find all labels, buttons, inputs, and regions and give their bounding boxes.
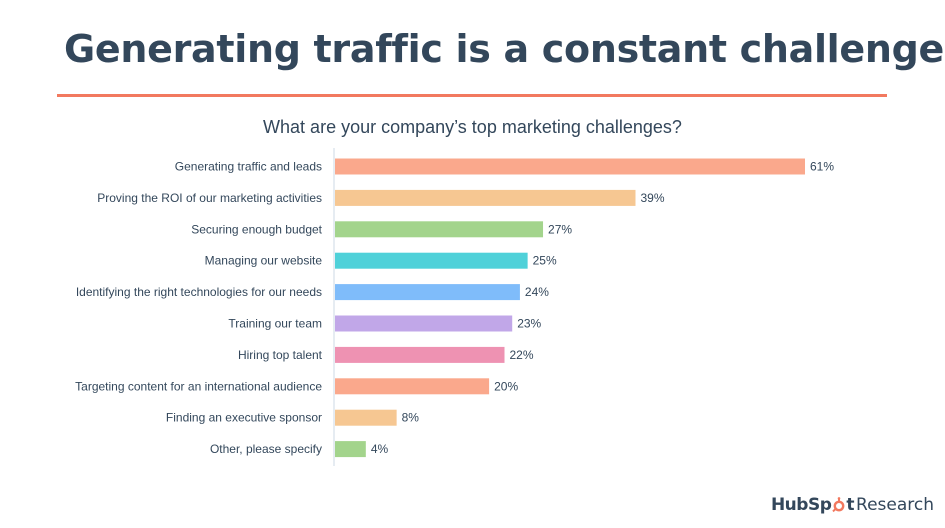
category-label: Finding an executive sponsor bbox=[166, 411, 322, 425]
brand-suffix: Research bbox=[856, 495, 934, 515]
bar bbox=[335, 284, 520, 301]
bar bbox=[335, 378, 490, 395]
data-label: 20% bbox=[494, 379, 518, 393]
bar bbox=[335, 441, 366, 458]
data-label: 39% bbox=[640, 191, 664, 205]
chart-title: What are your company’s top marketing ch… bbox=[263, 117, 682, 137]
data-label: 61% bbox=[810, 160, 834, 174]
hubspot-research-logo: HubSp t Research bbox=[771, 494, 934, 516]
category-label: Generating traffic and leads bbox=[175, 160, 322, 174]
data-label: 27% bbox=[548, 222, 572, 236]
data-label: 23% bbox=[517, 317, 541, 331]
brand-name-part: HubSp bbox=[770, 495, 832, 515]
brand-name-part-end: t bbox=[846, 495, 855, 515]
bar bbox=[335, 221, 544, 238]
category-label: Hiring top talent bbox=[238, 348, 323, 362]
data-label: 25% bbox=[533, 254, 557, 268]
title-divider bbox=[57, 94, 887, 97]
data-label: 4% bbox=[371, 442, 389, 456]
page-title: Generating traffic is a constant challen… bbox=[64, 27, 945, 71]
category-label: Proving the ROI of our marketing activit… bbox=[97, 191, 322, 205]
bar bbox=[335, 189, 636, 206]
category-label: Managing our website bbox=[205, 254, 323, 268]
category-label: Training our team bbox=[228, 317, 322, 331]
category-label: Other, please specify bbox=[210, 442, 322, 456]
bar bbox=[335, 409, 397, 426]
sprocket-icon bbox=[832, 497, 845, 513]
data-label: 8% bbox=[402, 411, 420, 425]
data-label: 24% bbox=[525, 285, 549, 299]
bar bbox=[335, 252, 528, 269]
category-label: Identifying the right technologies for o… bbox=[76, 285, 322, 299]
data-label: 22% bbox=[510, 348, 534, 362]
category-label: Securing enough budget bbox=[191, 222, 322, 236]
bar bbox=[335, 346, 505, 363]
bar bbox=[335, 158, 805, 175]
category-label: Targeting content for an international a… bbox=[75, 379, 322, 393]
bar bbox=[335, 315, 513, 332]
